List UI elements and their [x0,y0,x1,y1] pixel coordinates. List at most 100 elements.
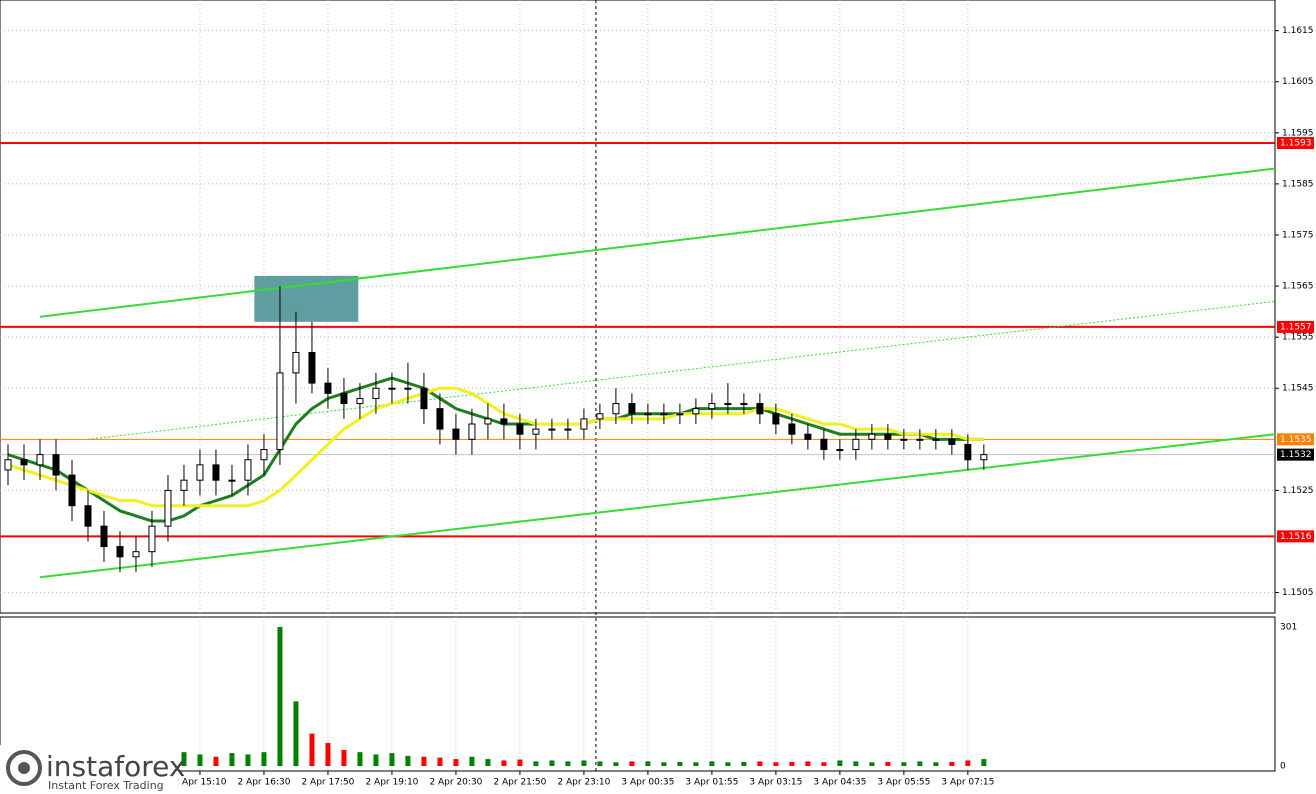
volume-bar [533,761,539,766]
volume-bar [485,759,491,766]
x-tick-label: 2 Apr 17:50 [301,778,354,788]
volume-bar [821,762,827,766]
volume-tick-label: 0 [1280,762,1286,772]
level-label-bg [1277,137,1314,150]
volume-bar [245,754,251,766]
volume-bar [501,760,507,766]
candle-body [932,438,940,441]
candle-body [20,459,28,466]
candle-body [900,438,908,441]
volume-bar [421,756,427,766]
volume-bar [469,756,475,766]
candle-body [676,413,684,416]
logo: instaforex Instant Forex Trading [0,745,185,794]
volume-bar [725,762,731,766]
volume-panel [0,616,1276,772]
volume-bar [405,755,411,766]
y-tick-label: 1.1605 [1282,77,1314,87]
y-tick-label: 1.1545 [1282,384,1314,394]
candle-body [388,387,396,390]
volume-bar [373,754,379,766]
candle-body [836,449,844,452]
volume-bar [885,761,891,766]
candle-body [788,423,796,435]
candle-body [564,428,572,431]
volume-bar [309,733,315,766]
volume-bar [645,761,651,766]
volume-bar [325,742,331,766]
candle-body [548,428,556,431]
y-tick-label: 1.1585 [1282,179,1314,189]
level-label-bg [1277,320,1314,333]
logo-icon-core [18,762,30,774]
candle-body [580,418,588,430]
candle-body [196,464,204,481]
x-tick-label: 3 Apr 01:55 [685,778,738,788]
candle-body [964,443,972,461]
volume-bar [981,759,987,766]
candle-body [452,428,460,440]
volume-bar [517,759,523,766]
volume-bar [581,760,587,766]
candle-body [980,454,988,461]
volume-bar [181,752,187,766]
x-tick-label: 2 Apr 15:10 [173,778,226,788]
level-label: 1.1593 [1280,139,1312,149]
logo-tagline: Instant Forex Trading [48,779,164,792]
y-tick-label: 1.1615 [1282,26,1314,36]
candle-body [660,413,668,416]
volume-bar [933,762,939,766]
volume-bar [805,761,811,766]
candle-body [4,459,12,471]
y-tick-label: 1.1525 [1282,486,1314,496]
candle-body [724,403,732,406]
candle-body [692,408,700,415]
price-panel [0,0,1276,614]
x-tick-label: 3 Apr 00:35 [621,778,674,788]
y-tick-label: 1.1565 [1282,282,1314,292]
volume-bar [965,760,971,766]
volume-bar [837,760,843,766]
candle-body [372,387,380,399]
volume-bar [773,762,779,766]
candle-body [356,397,364,405]
candle-body [228,479,236,482]
candle-body [292,351,300,374]
y-tick-label: 1.1595 [1282,128,1314,138]
candle-body [260,449,268,461]
logo-icon [6,750,42,786]
volume-bar [869,762,875,766]
y-tick-label: 1.1575 [1282,230,1314,240]
candle-body [404,387,412,390]
level-label: 1.1535 [1280,435,1312,445]
candle-body [868,433,876,440]
candle-body [756,403,764,415]
volume-bar [453,759,459,766]
volume-bar [661,762,667,766]
volume-bar [917,761,923,766]
y-tick-label: 1.1555 [1282,333,1314,343]
candle-body [804,433,812,440]
candle-body [340,392,348,405]
trendline [87,300,1276,440]
volume-bar [789,761,795,766]
x-tick-label: 2 Apr 19:10 [365,778,418,788]
level-label: 1.1557 [1280,322,1312,332]
volume-bar [901,762,907,766]
x-tick-label: 2 Apr 21:50 [493,778,546,788]
candle-body [148,525,156,553]
candle-body [468,423,476,440]
logo-name: instaforex [46,750,185,783]
trendline [39,167,1276,318]
candle-body [36,454,44,466]
volume-bar [213,756,219,766]
volume-bar [293,701,299,766]
candle-body [644,413,652,416]
candle-body [484,418,492,425]
volume-bar [197,754,203,766]
volume-bar [277,627,283,766]
candle-body [596,413,604,420]
level-label-bg [1277,530,1314,543]
level-label-bg [1277,433,1314,446]
